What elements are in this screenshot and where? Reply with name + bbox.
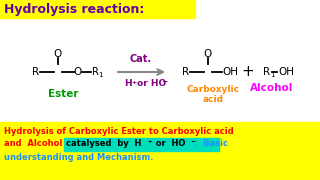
- Text: OH: OH: [278, 67, 294, 77]
- Text: Alcohol: Alcohol: [250, 83, 294, 93]
- Bar: [0, 0, 195, 18]
- Text: Hydrolysis reaction:: Hydrolysis reaction:: [4, 3, 144, 15]
- Text: R: R: [263, 67, 270, 77]
- Text: R: R: [32, 67, 40, 77]
- Text: R: R: [182, 67, 189, 77]
- Text: Carboxylic: Carboxylic: [187, 86, 239, 94]
- Text: Hydrolysis of Carboxylic Ester to Carboxylic acid: Hydrolysis of Carboxylic Ester to Carbox…: [4, 127, 234, 136]
- Text: or HO: or HO: [134, 80, 166, 89]
- Text: +: +: [131, 80, 136, 84]
- Text: Cat.: Cat.: [130, 54, 152, 64]
- Text: Ester: Ester: [48, 89, 78, 99]
- Text: 1: 1: [98, 72, 102, 78]
- Text: H: H: [124, 80, 132, 89]
- Text: 1: 1: [270, 72, 275, 78]
- Text: R: R: [92, 67, 99, 77]
- Text: +: +: [242, 64, 254, 80]
- Bar: [0, 122, 320, 180]
- Text: −: −: [190, 138, 196, 145]
- Bar: [0, 0, 320, 122]
- Text: catalysed  by  H: catalysed by H: [66, 140, 141, 148]
- Text: acid: acid: [203, 96, 223, 105]
- Text: :  Basic: : Basic: [194, 140, 228, 148]
- Text: O: O: [73, 67, 81, 77]
- Text: +: +: [147, 139, 151, 144]
- Text: −: −: [161, 78, 167, 87]
- Text: understanding and Mechanism.: understanding and Mechanism.: [4, 152, 153, 161]
- Text: O: O: [54, 49, 62, 59]
- Text: or  HO: or HO: [150, 140, 185, 148]
- Text: and  Alcohol: and Alcohol: [4, 140, 62, 148]
- Text: O: O: [204, 49, 212, 59]
- Text: OH: OH: [222, 67, 238, 77]
- Bar: [64, 138, 219, 151]
